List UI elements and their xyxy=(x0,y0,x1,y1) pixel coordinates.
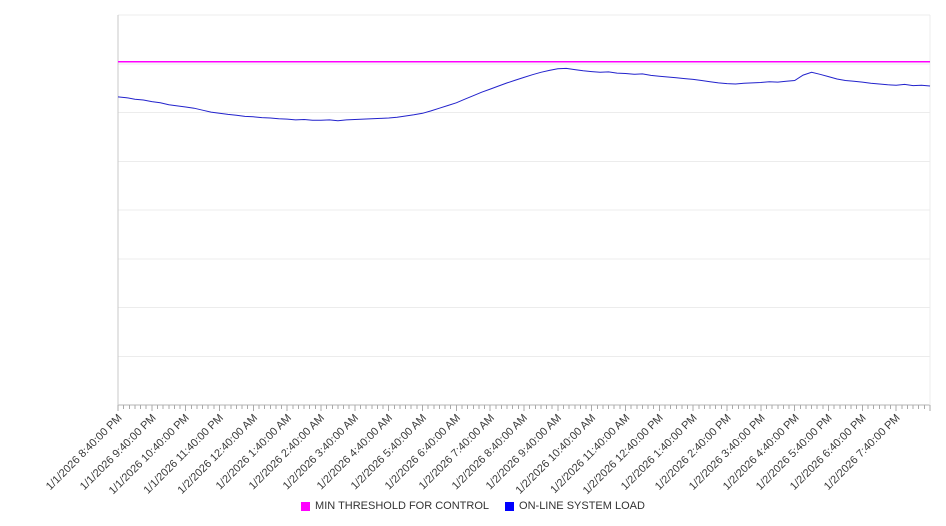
x-axis-label: 1/2/2026 12:40:00 PM xyxy=(580,412,666,498)
x-axis-label: 1/2/2026 8:40:00 AM xyxy=(450,412,531,493)
legend-item-system-load: ON-LINE SYSTEM LOAD xyxy=(505,500,645,512)
x-axis-label: 1/2/2026 4:40:00 AM xyxy=(314,412,396,493)
x-axis-label: 1/2/2026 4:40:00 PM xyxy=(720,412,802,493)
x-axis-label: 1/2/2026 9:40:00 AM xyxy=(484,412,565,493)
legend-swatch-threshold xyxy=(301,501,311,511)
x-axis-label: 1/2/2026 6:40:00 PM xyxy=(788,412,869,493)
x-axis-label: 1/1/2026 8:40:00 PM xyxy=(43,412,125,493)
legend: MIN THRESHOLD FOR CONTROL ON-LINE SYSTEM… xyxy=(0,500,946,512)
x-axis-label: 1/2/2026 7:40:00 AM xyxy=(416,412,497,493)
x-axis-label: 1/2/2026 3:40:00 PM xyxy=(686,412,768,493)
x-axis-label: 1/2/2026 3:40:00 AM xyxy=(281,412,362,493)
legend-swatch-load xyxy=(505,501,515,511)
x-axis-label: 1/2/2026 10:40:00 AM xyxy=(513,412,599,497)
x-axis-label: 1/1/2026 9:40:00 PM xyxy=(77,412,159,493)
x-axis-label: 1/1/2026 10:40:00 PM xyxy=(107,412,193,498)
x-axis-label: 1/2/2026 5:40:00 AM xyxy=(348,412,429,493)
x-axis-label: 1/2/2026 6:40:00 AM xyxy=(382,412,463,493)
x-axis-label: 1/2/2026 12:40:00 AM xyxy=(175,412,260,497)
x-axis-label: 1/1/2026 11:40:00 PM xyxy=(141,412,226,497)
legend-label-threshold: MIN THRESHOLD FOR CONTROL xyxy=(315,500,490,512)
x-axis-label: 1/2/2026 11:40:00 AM xyxy=(547,412,632,497)
x-axis-label: 1/2/2026 7:40:00 PM xyxy=(821,412,903,493)
system-load-line xyxy=(117,67,931,122)
x-axis-label: 1/2/2026 2:40:00 PM xyxy=(652,412,734,493)
x-axis-label: 1/2/2026 1:40:00 AM xyxy=(213,412,294,493)
x-axis-label: 1/2/2026 5:40:00 PM xyxy=(754,412,835,493)
plot-area xyxy=(117,14,931,411)
legend-item-min-threshold: MIN THRESHOLD FOR CONTROL xyxy=(301,500,489,512)
x-axis-label: 1/2/2026 2:40:00 AM xyxy=(247,412,328,493)
x-axis-label: 1/2/2026 1:40:00 PM xyxy=(618,412,700,493)
legend-label-load: ON-LINE SYSTEM LOAD xyxy=(519,500,645,512)
